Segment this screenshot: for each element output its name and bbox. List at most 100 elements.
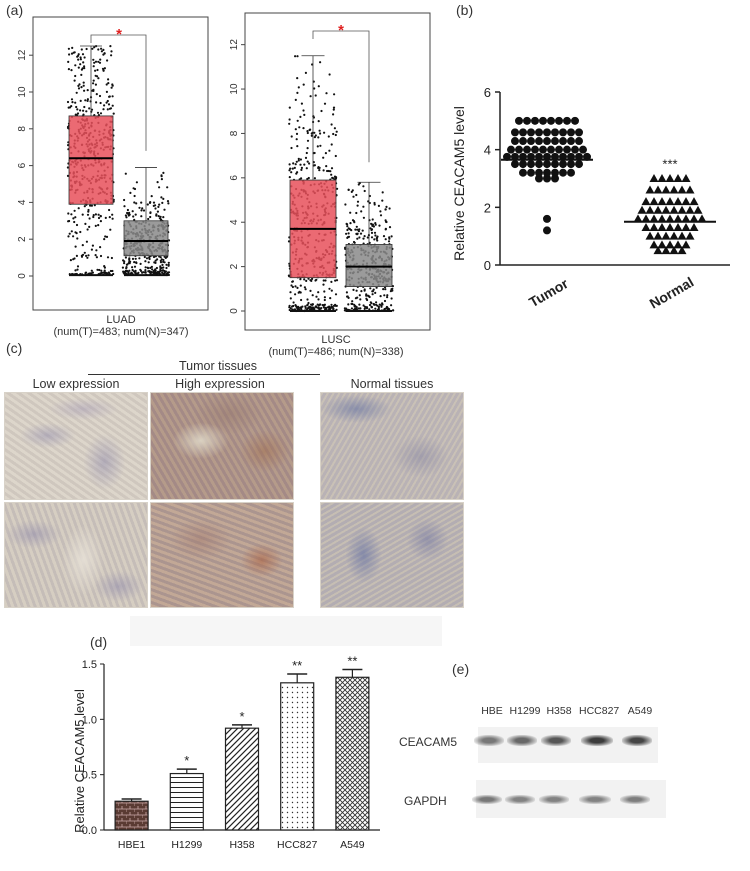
significance-bracket	[90, 34, 147, 151]
data-point	[661, 205, 671, 214]
y-tick-label: 12	[229, 39, 240, 51]
tissue-high-2	[150, 502, 294, 608]
data-point	[543, 214, 551, 223]
gapdh-band	[472, 795, 502, 804]
data-point	[657, 223, 667, 232]
significance-label: *	[184, 753, 189, 768]
significance-label: **	[292, 658, 302, 673]
luad-counts: (num(T)=483; num(N)=347)	[53, 326, 189, 338]
data-point	[697, 214, 707, 223]
data-point	[645, 185, 655, 194]
gapdh-band	[620, 795, 650, 804]
data-point	[673, 223, 683, 232]
data-point	[547, 116, 555, 125]
data-point	[507, 145, 515, 154]
x-tick-label: Normal	[647, 274, 697, 312]
y-tick-label: 6	[484, 85, 491, 100]
data-point	[657, 174, 667, 182]
tumor-box	[68, 115, 114, 205]
y-tick-label: 6	[229, 175, 240, 181]
lane-label-hbe: HBE	[481, 705, 503, 717]
data-point	[527, 128, 535, 137]
data-point	[559, 128, 567, 137]
bar-a549	[335, 676, 370, 831]
data-point	[519, 137, 527, 146]
data-point	[641, 214, 651, 223]
significance-label: **	[347, 654, 357, 669]
data-point	[555, 145, 563, 154]
data-point	[653, 185, 663, 194]
data-point	[535, 174, 543, 183]
ceacam5-blot-strip	[474, 727, 658, 763]
y-tick-label: 4	[17, 199, 28, 205]
data-point	[649, 174, 659, 182]
y-tick-label: 0.0	[82, 825, 97, 837]
data-point	[559, 137, 567, 146]
y-tick-label: 1.5	[82, 659, 97, 671]
data-point	[681, 240, 691, 249]
data-point	[669, 246, 679, 255]
cell-line-bar-chart: 0.0 0.5 1.0 1.5 Relative CEACAM5 level HBE1 * H…	[72, 654, 380, 851]
ceacam5-band	[622, 735, 652, 746]
lane-label-hcc827: HCC827	[579, 705, 620, 717]
data-point	[543, 168, 551, 177]
gapdh-band	[579, 795, 611, 804]
data-point	[645, 231, 655, 240]
data-point	[519, 128, 527, 137]
lusc-boxplot: 0 2 4 6 8 10 12 *	[229, 12, 431, 331]
x-tick-label: H358	[229, 839, 254, 851]
bar-h358	[224, 727, 260, 831]
significance-star: *	[116, 26, 122, 43]
panel-a-label: (a)	[6, 2, 24, 18]
data-point	[535, 128, 543, 137]
normal-tissues-header: Normal tissues	[350, 377, 434, 391]
y-tick-label: 10	[17, 86, 28, 98]
data-point	[575, 160, 583, 169]
data-point	[535, 168, 543, 177]
data-point	[657, 240, 667, 249]
data-point	[641, 223, 651, 232]
data-point	[673, 174, 683, 182]
panel-c-label: (c)	[6, 340, 23, 356]
y-tick-label: 6	[17, 162, 28, 168]
data-point	[637, 205, 647, 214]
tumor-header-rule	[88, 374, 320, 375]
y-tick-label: 0	[484, 258, 491, 273]
data-point	[685, 231, 695, 240]
data-point	[681, 214, 691, 223]
data-point	[523, 145, 531, 154]
normal-box	[345, 244, 393, 287]
data-point	[661, 185, 671, 194]
y-tick-label: 4	[229, 219, 240, 225]
data-point	[689, 223, 699, 232]
data-point	[665, 223, 675, 232]
significance-bracket	[312, 30, 370, 163]
data-point	[681, 223, 691, 232]
data-point	[531, 116, 539, 125]
data-point	[633, 214, 643, 223]
luad-boxplot: 0 2 4 6 8 10 12 *	[17, 16, 209, 311]
data-point	[677, 205, 687, 214]
data-point	[677, 246, 687, 255]
data-point	[519, 168, 527, 177]
significance-star: *	[338, 22, 344, 39]
data-point	[539, 145, 547, 154]
x-tick-label: HCC827	[277, 839, 317, 851]
data-point	[673, 240, 683, 249]
y-tick-label: 10	[229, 83, 240, 95]
data-point	[547, 145, 555, 154]
data-point	[649, 223, 659, 232]
data-point	[515, 145, 523, 154]
data-point	[563, 116, 571, 125]
ceacam5-band	[507, 735, 537, 746]
data-point	[645, 205, 655, 214]
data-point	[677, 185, 687, 194]
y-tick-label: 2	[17, 236, 28, 242]
data-point	[535, 137, 543, 146]
y-axis-label: Relative CEACAM5 level	[451, 106, 467, 261]
normal-points	[633, 174, 707, 255]
lusc-label: LUSC	[321, 334, 351, 346]
tumor-points	[503, 116, 591, 235]
y-tick-label: 0.5	[82, 770, 97, 782]
data-point	[543, 160, 551, 169]
